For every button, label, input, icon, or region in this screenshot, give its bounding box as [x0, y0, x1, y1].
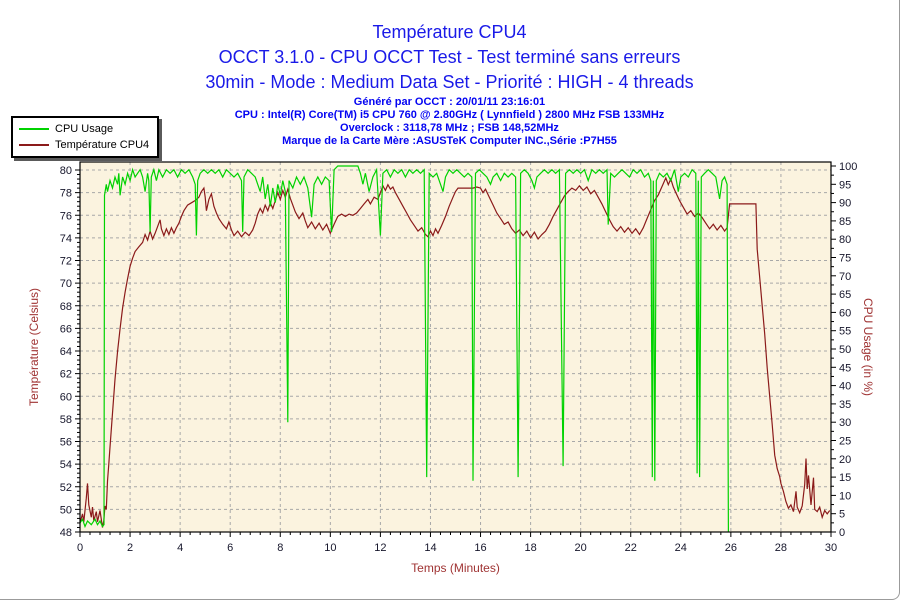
svg-text:30: 30 [839, 417, 851, 429]
svg-text:58: 58 [60, 414, 72, 426]
svg-text:80: 80 [839, 234, 851, 246]
svg-text:80: 80 [60, 165, 72, 177]
svg-text:16: 16 [474, 542, 486, 554]
svg-text:50: 50 [839, 344, 851, 356]
page-title: Température CPU4 [372, 22, 527, 42]
svg-text:12: 12 [374, 542, 386, 554]
chart-header: Température CPU4 OCCT 3.1.0 - CPU OCCT T… [0, 20, 899, 95]
svg-text:20: 20 [839, 454, 851, 466]
info-cpu: CPU : Intel(R) Core(TM) i5 CPU 760 @ 2.8… [234, 109, 665, 121]
chart-legend: CPU Usage Température CPU4 [11, 116, 160, 158]
svg-text:28: 28 [775, 542, 787, 554]
svg-text:52: 52 [60, 482, 72, 494]
info-overclock: Overclock : 3118,78 MHz ; FSB 148,52MHz [340, 122, 559, 134]
svg-text:40: 40 [839, 381, 851, 393]
svg-text:54: 54 [60, 459, 72, 471]
legend-label-cpu-usage: CPU Usage [55, 123, 114, 135]
svg-text:100: 100 [839, 161, 857, 173]
svg-text:45: 45 [839, 362, 851, 374]
svg-text:26: 26 [725, 542, 737, 554]
svg-text:50: 50 [60, 504, 72, 516]
svg-text:74: 74 [60, 233, 72, 245]
svg-text:10: 10 [324, 542, 336, 554]
svg-text:0: 0 [77, 542, 83, 554]
svg-text:20: 20 [575, 542, 587, 554]
y-left-axis-title: Température (Celsius) [27, 288, 41, 406]
svg-text:68: 68 [60, 301, 72, 313]
legend-item-cpu-usage: CPU Usage [19, 121, 149, 137]
svg-text:95: 95 [839, 179, 851, 191]
legend-item-temperature: Température CPU4 [19, 137, 149, 153]
svg-text:22: 22 [625, 542, 637, 554]
svg-text:72: 72 [60, 256, 72, 268]
legend-label-temperature: Température CPU4 [55, 139, 150, 151]
svg-text:4: 4 [177, 542, 183, 554]
svg-text:55: 55 [839, 326, 851, 338]
chart-subtitle-test: OCCT 3.1.0 - CPU OCCT Test - Test termin… [218, 47, 681, 67]
svg-text:66: 66 [60, 323, 72, 335]
svg-text:6: 6 [227, 542, 233, 554]
svg-text:0: 0 [839, 527, 845, 539]
svg-text:85: 85 [839, 216, 851, 228]
svg-text:30: 30 [825, 542, 837, 554]
info-generated: Généré par OCCT : 20/01/11 23:16:01 [353, 96, 546, 108]
svg-text:70: 70 [60, 278, 72, 290]
svg-text:5: 5 [839, 509, 845, 521]
x-axis-title: Temps (Minutes) [411, 561, 500, 575]
svg-text:8: 8 [277, 542, 283, 554]
svg-text:78: 78 [60, 188, 72, 200]
svg-text:64: 64 [60, 346, 72, 358]
svg-text:60: 60 [60, 391, 72, 403]
svg-text:10: 10 [839, 490, 851, 502]
svg-text:14: 14 [424, 542, 436, 554]
svg-text:24: 24 [675, 542, 687, 554]
svg-text:15: 15 [839, 472, 851, 484]
info-motherboard: Marque de la Carte Mère :ASUSTeK Compute… [282, 135, 617, 147]
svg-text:35: 35 [839, 399, 851, 411]
y-right-axis-title: CPU Usage (in %) [861, 298, 875, 396]
temperature-line-swatch [19, 144, 49, 146]
svg-text:2: 2 [127, 542, 133, 554]
svg-text:76: 76 [60, 210, 72, 222]
svg-text:62: 62 [60, 369, 72, 381]
svg-text:56: 56 [60, 437, 72, 449]
cpu-usage-line-swatch [19, 128, 49, 130]
chart-subtitle-mode: 30min - Mode : Medium Data Set - Priorit… [205, 72, 694, 92]
svg-text:60: 60 [839, 307, 851, 319]
svg-text:65: 65 [839, 289, 851, 301]
system-info-block: Généré par OCCT : 20/01/11 23:16:01 CPU … [0, 96, 899, 148]
svg-text:90: 90 [839, 198, 851, 210]
svg-text:70: 70 [839, 271, 851, 283]
svg-text:48: 48 [60, 527, 72, 539]
svg-text:25: 25 [839, 436, 851, 448]
svg-text:18: 18 [524, 542, 536, 554]
svg-text:75: 75 [839, 253, 851, 265]
